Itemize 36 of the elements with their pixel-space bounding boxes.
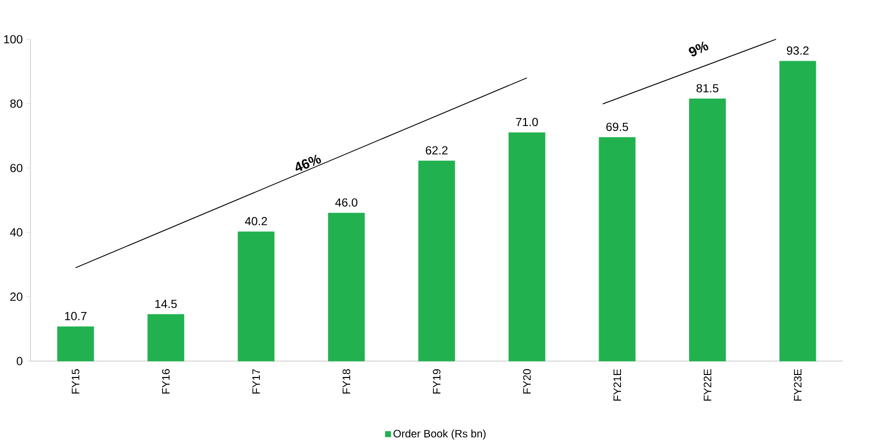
data-label: 46.0: [335, 198, 358, 207]
x-tick-label: FY17: [252, 369, 260, 394]
data-label: 71.0: [516, 118, 538, 126]
bar: [779, 61, 816, 362]
data-label: 40.2: [244, 217, 267, 226]
y-tick-label: 100: [4, 35, 22, 44]
y-tick-label: 20: [10, 292, 22, 301]
y-tick-label: 80: [10, 100, 22, 108]
x-tick-label: FY15: [72, 369, 80, 394]
bar: [57, 326, 94, 362]
x-tick-label: FY20: [523, 369, 531, 394]
x-tick-label: FY18: [342, 369, 350, 394]
data-label: 69.5: [606, 122, 628, 132]
data-label: 14.5: [155, 300, 177, 308]
bar: [598, 137, 636, 362]
data-label: 10.7: [65, 312, 86, 320]
data-label: 93.2: [786, 46, 809, 55]
x-tick-label: FY16: [162, 369, 170, 394]
x-tick-label: FY23E: [794, 369, 802, 401]
bar: [328, 212, 365, 362]
x-tick-label: FY21E: [613, 369, 621, 401]
data-label: 81.5: [696, 84, 718, 93]
y-tick-label: 0: [16, 357, 22, 366]
bar: [689, 98, 726, 362]
annotation: 46%: [296, 154, 321, 172]
bar: [508, 132, 546, 362]
bar: [148, 314, 184, 362]
x-tick-label: FY19: [432, 369, 440, 394]
y-tick-label: 40: [10, 228, 22, 237]
x-tick-label: FY22E: [704, 369, 712, 401]
annotation: 9%: [688, 42, 708, 56]
bar: [238, 232, 274, 362]
data-label: 62.2: [426, 146, 448, 155]
bar: [418, 160, 456, 362]
y-tick-label: 60: [10, 164, 22, 172]
legend-label: Order Book (Rs bn): [394, 430, 486, 440]
